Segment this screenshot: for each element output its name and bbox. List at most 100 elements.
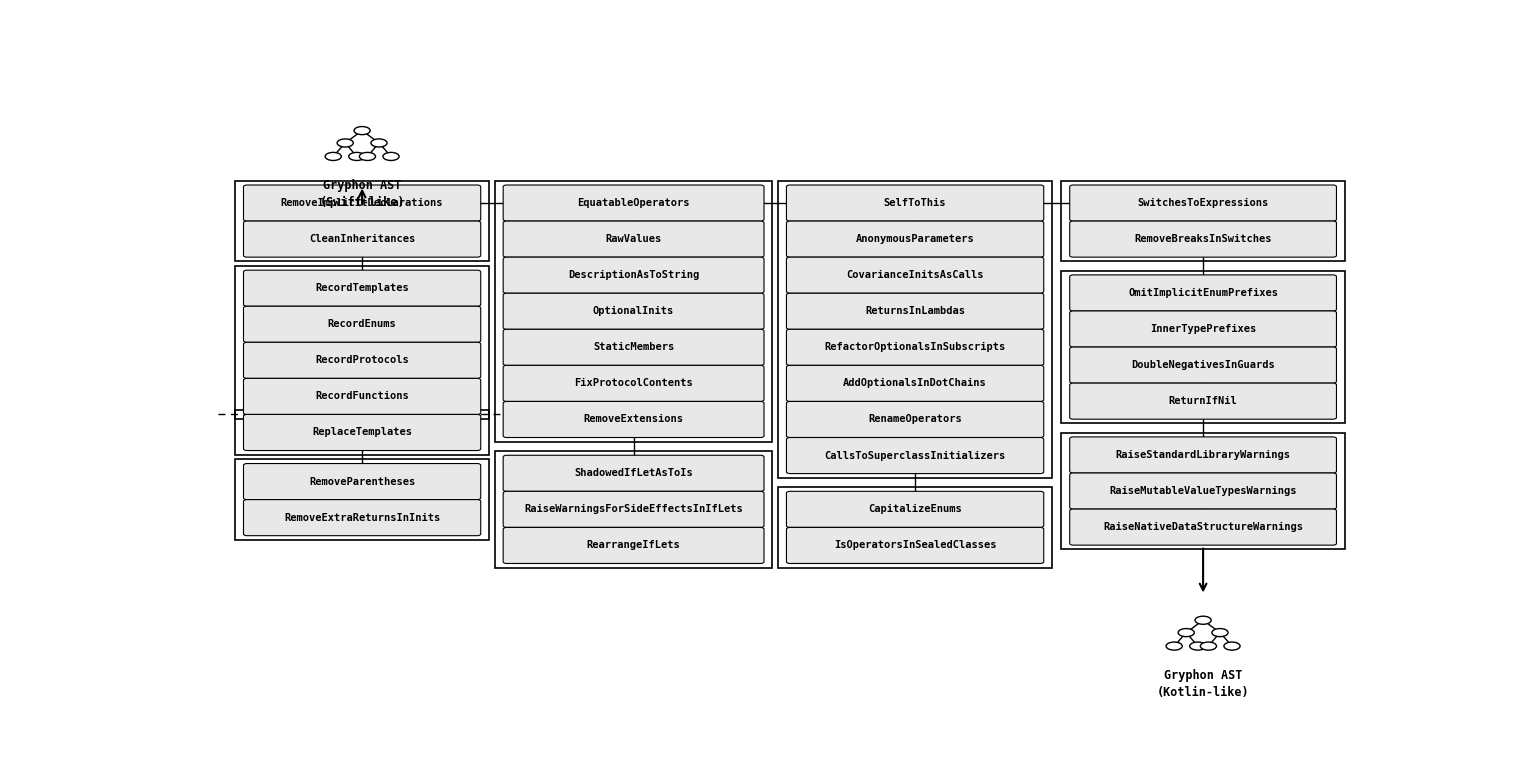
Text: ReturnsInLambdas: ReturnsInLambdas [865, 306, 966, 316]
Bar [778, 180, 1052, 478]
FancyBboxPatch shape [503, 528, 765, 564]
FancyBboxPatch shape [503, 329, 765, 366]
FancyBboxPatch shape [244, 343, 481, 379]
FancyBboxPatch shape [1069, 347, 1337, 383]
FancyBboxPatch shape [1069, 311, 1337, 347]
Circle shape [359, 152, 376, 161]
Text: RaiseNativeDataStructureWarnings: RaiseNativeDataStructureWarnings [1103, 522, 1304, 532]
FancyBboxPatch shape [503, 455, 765, 492]
Text: Gryphon AST
(Kotlin-like): Gryphon AST (Kotlin-like) [1157, 669, 1249, 699]
Bar [235, 459, 489, 540]
Text: InnerTypePrefixes: InnerTypePrefixes [1150, 324, 1256, 334]
Text: OptionalInits: OptionalInits [592, 306, 675, 316]
FancyBboxPatch shape [786, 492, 1043, 528]
Text: ShadowedIfLetAsToIs: ShadowedIfLetAsToIs [574, 468, 693, 478]
Text: RefactorOptionalsInSubscripts: RefactorOptionalsInSubscripts [824, 343, 1005, 353]
FancyBboxPatch shape [786, 366, 1043, 402]
Text: SwitchesToExpressions: SwitchesToExpressions [1138, 198, 1269, 208]
Bar [1062, 433, 1345, 549]
FancyBboxPatch shape [786, 438, 1043, 474]
Bar [495, 180, 772, 442]
Text: RenameOperators: RenameOperators [868, 415, 963, 425]
Text: FixProtocolContents: FixProtocolContents [574, 379, 693, 389]
Text: RawValues: RawValues [606, 234, 661, 244]
Text: RecordEnums: RecordEnums [327, 319, 396, 329]
FancyBboxPatch shape [244, 306, 481, 343]
Text: OmitImplicitEnumPrefixes: OmitImplicitEnumPrefixes [1129, 288, 1278, 298]
FancyBboxPatch shape [503, 366, 765, 402]
Circle shape [1200, 642, 1217, 650]
Text: RemoveExtensions: RemoveExtensions [583, 415, 684, 425]
Text: RecordTemplates: RecordTemplates [315, 283, 410, 293]
FancyBboxPatch shape [786, 402, 1043, 438]
Bar [495, 451, 772, 568]
Text: SelfToThis: SelfToThis [883, 198, 946, 208]
Text: RaiseMutableValueTypesWarnings: RaiseMutableValueTypesWarnings [1109, 486, 1298, 496]
FancyBboxPatch shape [786, 221, 1043, 257]
Text: CleanInheritances: CleanInheritances [309, 234, 416, 244]
Text: StaticMembers: StaticMembers [592, 343, 675, 353]
Text: RecordProtocols: RecordProtocols [315, 356, 410, 366]
Bar [235, 266, 489, 419]
FancyBboxPatch shape [503, 185, 765, 221]
FancyBboxPatch shape [786, 329, 1043, 366]
FancyBboxPatch shape [244, 464, 481, 500]
FancyBboxPatch shape [1069, 221, 1337, 257]
FancyBboxPatch shape [244, 415, 481, 451]
Bar [235, 180, 489, 261]
FancyBboxPatch shape [244, 270, 481, 306]
Text: RaiseWarningsForSideEffectsInIfLets: RaiseWarningsForSideEffectsInIfLets [524, 505, 743, 515]
FancyBboxPatch shape [503, 492, 765, 528]
Text: Gryphon AST
(Swift-like): Gryphon AST (Swift-like) [320, 179, 405, 209]
FancyBboxPatch shape [1069, 275, 1337, 311]
Circle shape [382, 152, 399, 161]
Text: EquatableOperators: EquatableOperators [577, 198, 690, 208]
Text: DoubleNegativesInGuards: DoubleNegativesInGuards [1132, 360, 1275, 370]
FancyBboxPatch shape [1069, 437, 1337, 473]
FancyBboxPatch shape [1069, 509, 1337, 545]
FancyBboxPatch shape [244, 379, 481, 415]
Text: RemoveBreaksInSwitches: RemoveBreaksInSwitches [1135, 234, 1272, 244]
Circle shape [353, 127, 370, 134]
Circle shape [372, 139, 387, 147]
FancyBboxPatch shape [1069, 383, 1337, 419]
Text: RaiseStandardLibraryWarnings: RaiseStandardLibraryWarnings [1115, 450, 1290, 460]
Bar [1062, 180, 1345, 261]
Circle shape [324, 152, 341, 161]
Text: RearrangeIfLets: RearrangeIfLets [586, 541, 681, 551]
FancyBboxPatch shape [786, 257, 1043, 293]
Circle shape [349, 152, 366, 161]
FancyBboxPatch shape [503, 293, 765, 329]
Text: RemoveParentheses: RemoveParentheses [309, 477, 416, 487]
FancyBboxPatch shape [244, 500, 481, 536]
FancyBboxPatch shape [503, 257, 765, 293]
FancyBboxPatch shape [244, 185, 481, 221]
Circle shape [1196, 616, 1211, 624]
Text: CovarianceInitsAsCalls: CovarianceInitsAsCalls [847, 270, 984, 280]
Text: DescriptionAsToString: DescriptionAsToString [568, 270, 699, 280]
Text: AddOptionalsInDotChains: AddOptionalsInDotChains [844, 379, 987, 389]
Circle shape [1167, 642, 1182, 650]
FancyBboxPatch shape [1069, 185, 1337, 221]
FancyBboxPatch shape [503, 402, 765, 438]
Text: CallsToSuperclassInitializers: CallsToSuperclassInitializers [824, 451, 1005, 461]
Text: RecordFunctions: RecordFunctions [315, 392, 410, 402]
Circle shape [1189, 642, 1206, 650]
Circle shape [1212, 628, 1228, 637]
Text: RemoveImplicitDeclarations: RemoveImplicitDeclarations [280, 198, 443, 208]
FancyBboxPatch shape [244, 221, 481, 257]
Text: CapitalizeEnums: CapitalizeEnums [868, 505, 963, 515]
Circle shape [1224, 642, 1240, 650]
Text: RemoveExtraReturnsInInits: RemoveExtraReturnsInInits [283, 513, 440, 523]
FancyBboxPatch shape [786, 528, 1043, 564]
Text: AnonymousParameters: AnonymousParameters [856, 234, 975, 244]
FancyBboxPatch shape [503, 221, 765, 257]
FancyBboxPatch shape [786, 293, 1043, 329]
Circle shape [1179, 628, 1194, 637]
Text: ReturnIfNil: ReturnIfNil [1168, 396, 1238, 406]
Text: ReplaceTemplates: ReplaceTemplates [312, 428, 413, 438]
Circle shape [337, 139, 353, 147]
Bar [778, 487, 1052, 568]
Bar [1062, 271, 1345, 423]
FancyBboxPatch shape [1069, 473, 1337, 509]
